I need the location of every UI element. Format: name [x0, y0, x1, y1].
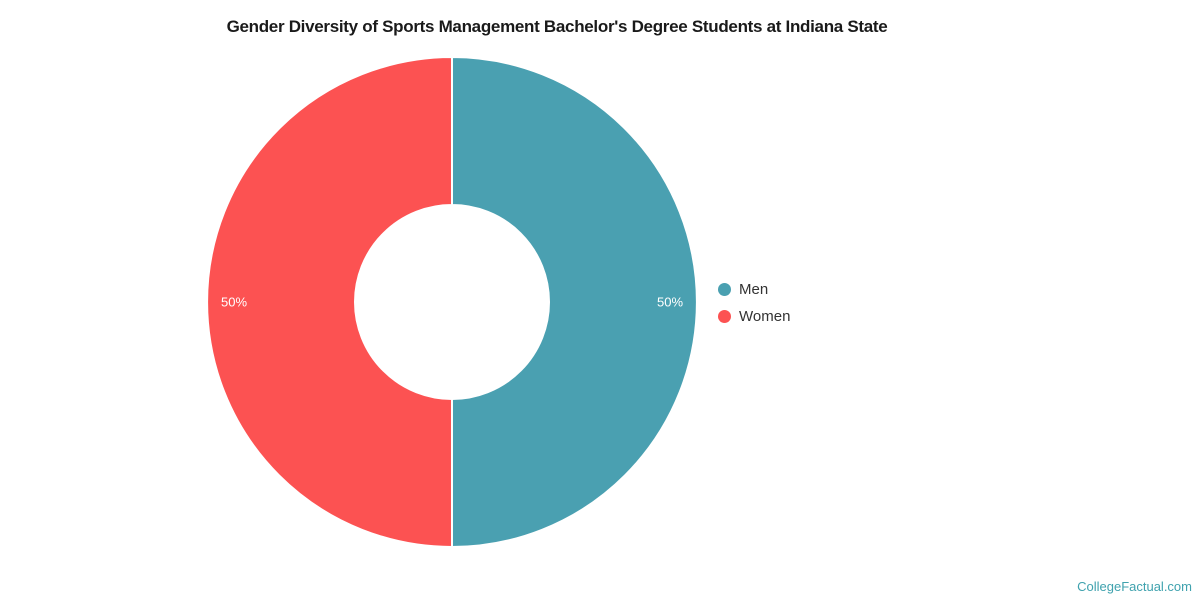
slice-label-women: 50%	[221, 295, 247, 310]
watermark-link[interactable]: CollegeFactual.com	[1077, 579, 1192, 594]
legend-item-men[interactable]: Men	[718, 276, 790, 303]
legend-item-women[interactable]: Women	[718, 303, 790, 330]
chart-title: Gender Diversity of Sports Management Ba…	[226, 17, 888, 36]
legend: Men Women	[718, 276, 790, 330]
slice-women[interactable]	[206, 55, 453, 549]
slice-label-men: 50%	[657, 295, 683, 310]
legend-dot-icon	[718, 283, 731, 296]
legend-dot-icon	[718, 310, 731, 323]
legend-label: Men	[739, 281, 769, 298]
legend-label: Women	[739, 308, 791, 325]
slice-men[interactable]	[451, 55, 698, 549]
